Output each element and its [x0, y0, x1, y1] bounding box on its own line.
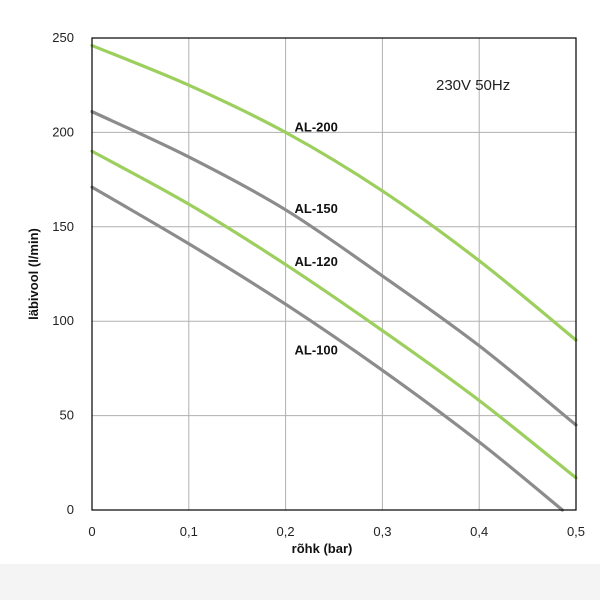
bottom-band	[0, 564, 600, 600]
x-tick-label: 0,4	[470, 524, 488, 539]
series-label-al-120: AL-120	[295, 254, 338, 269]
grid-lines	[92, 38, 576, 510]
x-tick-label: 0,5	[567, 524, 585, 539]
series-line-al-100	[90, 185, 565, 512]
series-lines	[90, 43, 578, 512]
series-label-al-200: AL-200	[295, 120, 338, 135]
x-tick-label: 0,1	[180, 524, 198, 539]
y-tick-labels: 0 50 100 150 200 250	[52, 30, 74, 517]
series-label-al-150: AL-150	[295, 201, 338, 216]
x-tick-label: 0,2	[277, 524, 295, 539]
x-tick-label: 0,3	[373, 524, 391, 539]
plot-frame	[91, 37, 577, 511]
y-tick-label: 150	[52, 219, 74, 234]
x-axis-title: rõhk (bar)	[292, 541, 353, 556]
series-label-al-100: AL-100	[295, 343, 338, 358]
y-tick-label: 0	[67, 502, 74, 517]
y-tick-label: 250	[52, 30, 74, 45]
y-tick-label: 50	[60, 408, 74, 423]
y-tick-label: 100	[52, 313, 74, 328]
series-line-al-200	[90, 43, 578, 342]
y-axis-title: läbivool (l/min)	[26, 228, 41, 320]
series-line-al-120	[90, 149, 578, 480]
voltage-annotation: 230V 50Hz	[436, 77, 510, 94]
x-tick-labels: 0 0,1 0,2 0,3 0,4 0,5	[88, 524, 585, 539]
series-labels: AL-200 AL-150 AL-120 AL-100	[295, 120, 338, 358]
x-tick-label: 0	[88, 524, 95, 539]
series-line-al-150	[90, 110, 578, 427]
y-tick-label: 200	[52, 124, 74, 139]
